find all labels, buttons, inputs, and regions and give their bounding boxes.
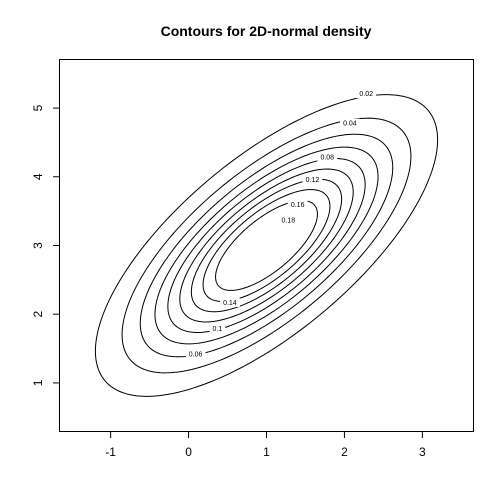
x-tick-label: 1 bbox=[263, 445, 270, 459]
x-axis: -1 0 1 2 3 bbox=[105, 431, 426, 459]
contour-level-label: 0.02 bbox=[359, 91, 373, 98]
contour-label-bg bbox=[356, 89, 377, 99]
y-tick-label: 2 bbox=[31, 311, 45, 318]
contour-level-label: 0.16 bbox=[291, 202, 305, 209]
contour-level-label: 0.14 bbox=[223, 300, 237, 307]
y-tick-label: 4 bbox=[31, 173, 45, 180]
plot-frame bbox=[59, 59, 474, 432]
y-axis: 1 2 3 4 5 bbox=[31, 104, 60, 386]
contour-level-label: 0.1 bbox=[213, 326, 223, 333]
contour-label-bg bbox=[317, 152, 338, 162]
x-tick-label: -1 bbox=[105, 445, 116, 459]
contour-label-bg bbox=[209, 324, 226, 334]
contour-level-label: 0.06 bbox=[189, 352, 203, 359]
contour-lines bbox=[94, 94, 439, 397]
contour-label-bg bbox=[278, 215, 299, 225]
contour-line-0.1 bbox=[167, 158, 366, 333]
contour-line-0.18 bbox=[215, 200, 318, 291]
y-tick-label: 3 bbox=[31, 242, 45, 249]
y-tick-label: 5 bbox=[31, 104, 45, 111]
x-tick-label: 0 bbox=[185, 445, 192, 459]
contour-level-label: 0.12 bbox=[306, 177, 320, 184]
contour-label-bg bbox=[185, 349, 206, 359]
contour-label-bg bbox=[287, 199, 308, 209]
contour-level-labels: 0.02 0.04 0.08 0.12 0.16 0.18 0.14 0.1 0.06 bbox=[185, 89, 377, 359]
contour-level-label: 0.04 bbox=[343, 121, 357, 128]
contour-level-label: 0.18 bbox=[282, 218, 296, 225]
contour-line-0.12 bbox=[179, 168, 354, 323]
chart-title: Contours for 2D-normal density bbox=[161, 23, 372, 39]
x-tick-label: 2 bbox=[341, 445, 348, 459]
y-tick-label: 1 bbox=[31, 379, 45, 386]
x-tick-label: 3 bbox=[419, 445, 426, 459]
contour-label-bg bbox=[302, 175, 323, 185]
contour-line-0.04 bbox=[121, 117, 412, 374]
contour-label-bg bbox=[219, 298, 240, 308]
contour-line-0.14 bbox=[190, 178, 343, 313]
contour-level-label: 0.08 bbox=[320, 154, 334, 161]
contour-line-0.02 bbox=[94, 94, 439, 397]
contour-line-0.08 bbox=[154, 146, 379, 345]
contour-line-0.16 bbox=[202, 189, 331, 302]
contour-line-0.06 bbox=[139, 133, 394, 358]
contour-label-bg bbox=[339, 118, 360, 128]
